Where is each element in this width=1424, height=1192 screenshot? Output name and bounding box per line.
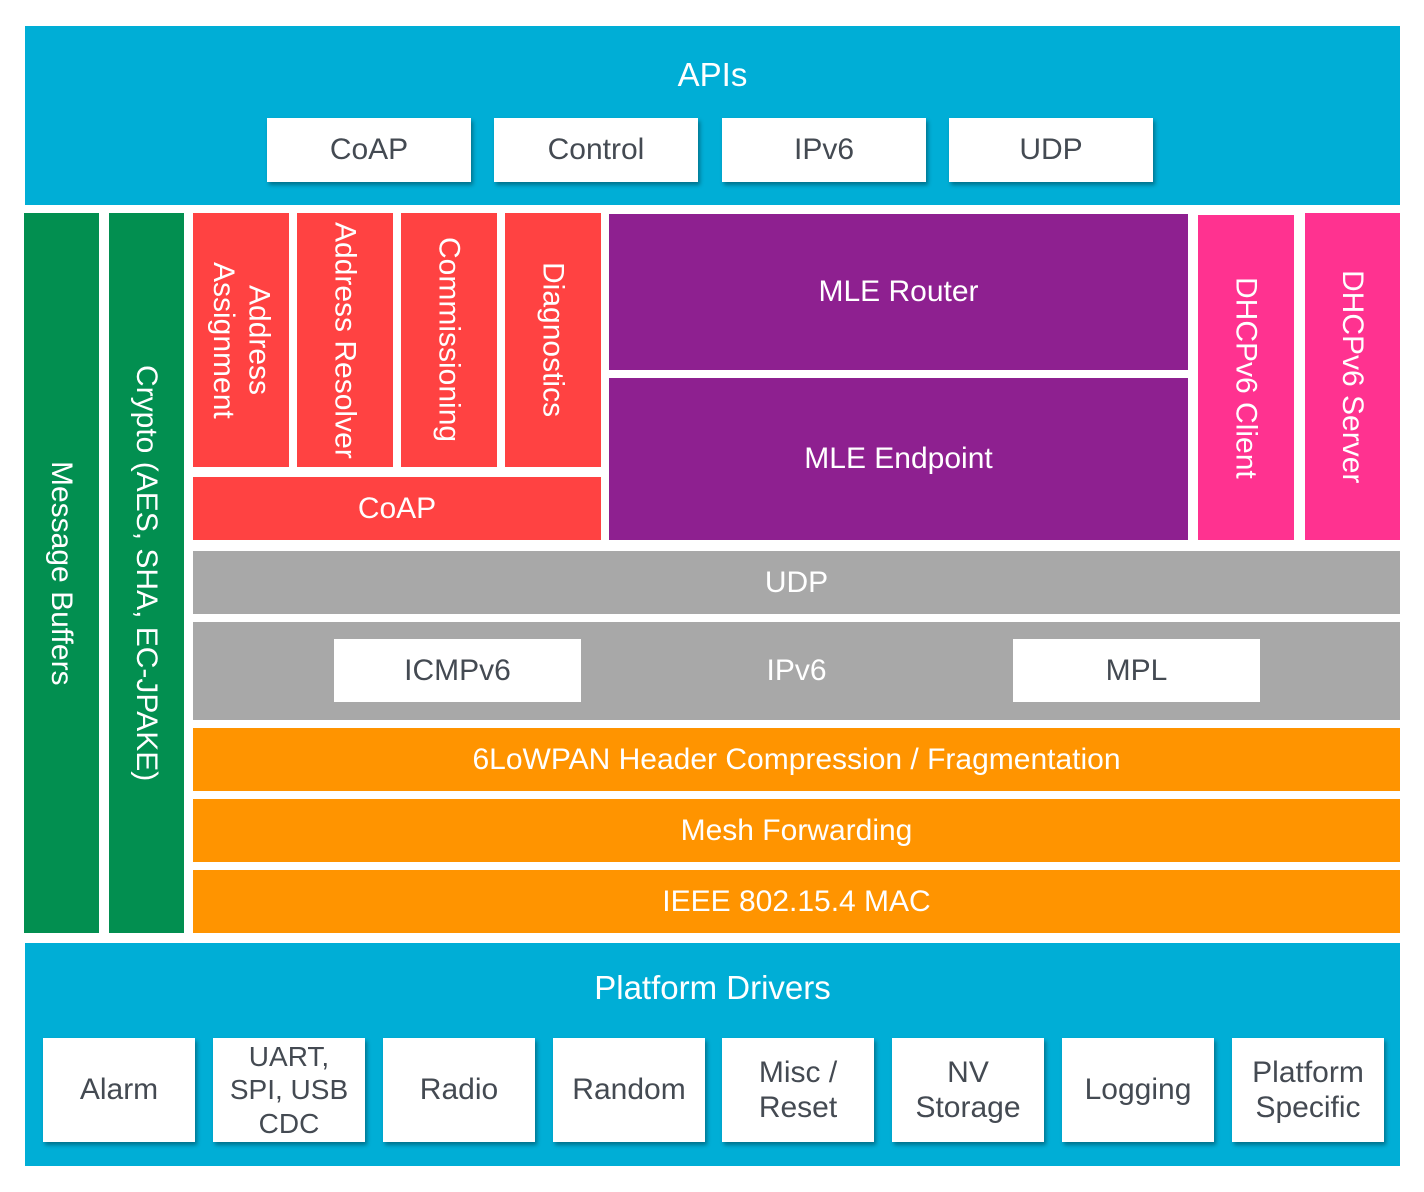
icmpv6: ICMPv6 [334,639,581,702]
diagnostics: Diagnostics [505,213,601,467]
dhcpv6-server: DHCPv6 Server [1305,213,1400,540]
address-resolver: Address Resolver [297,213,393,467]
driver-uart-spi-usb: UART, SPI, USB CDC [213,1038,365,1142]
mesh-forwarding-layer: Mesh Forwarding [193,799,1400,862]
mle-router: MLE Router [609,214,1188,370]
api-coap: CoAP [267,118,471,182]
message-buffers: Message Buffers [24,213,99,933]
apis-title: APIs [677,56,748,93]
driver-platform-specific: Platform Specific [1232,1038,1384,1142]
crypto: Crypto (AES, SHA, EC-JPAKE) [109,213,184,933]
mac-layer: IEEE 802.15.4 MAC [193,870,1400,933]
driver-nv-storage: NV Storage [892,1038,1044,1142]
mle-endpoint: MLE Endpoint [609,378,1188,540]
udp-layer: UDP [193,551,1400,614]
apis-layer: APIs [25,26,1400,205]
api-udp: UDP [949,118,1153,182]
api-ipv6: IPv6 [722,118,926,182]
driver-logging: Logging [1062,1038,1214,1142]
driver-alarm: Alarm [43,1038,195,1142]
platform-title: Platform Drivers [594,969,831,1006]
driver-random: Random [553,1038,705,1142]
driver-misc-reset: Misc / Reset [722,1038,874,1142]
driver-radio: Radio [383,1038,535,1142]
dhcpv6-client: DHCPv6 Client [1198,215,1294,540]
sixlowpan-layer: 6LoWPAN Header Compression / Fragmentati… [193,728,1400,791]
api-control: Control [494,118,698,182]
address-assignment: Address Assignment [193,213,289,467]
commissioning: Commissioning [401,213,497,467]
mpl: MPL [1013,639,1260,702]
coap-layer: CoAP [193,477,601,540]
